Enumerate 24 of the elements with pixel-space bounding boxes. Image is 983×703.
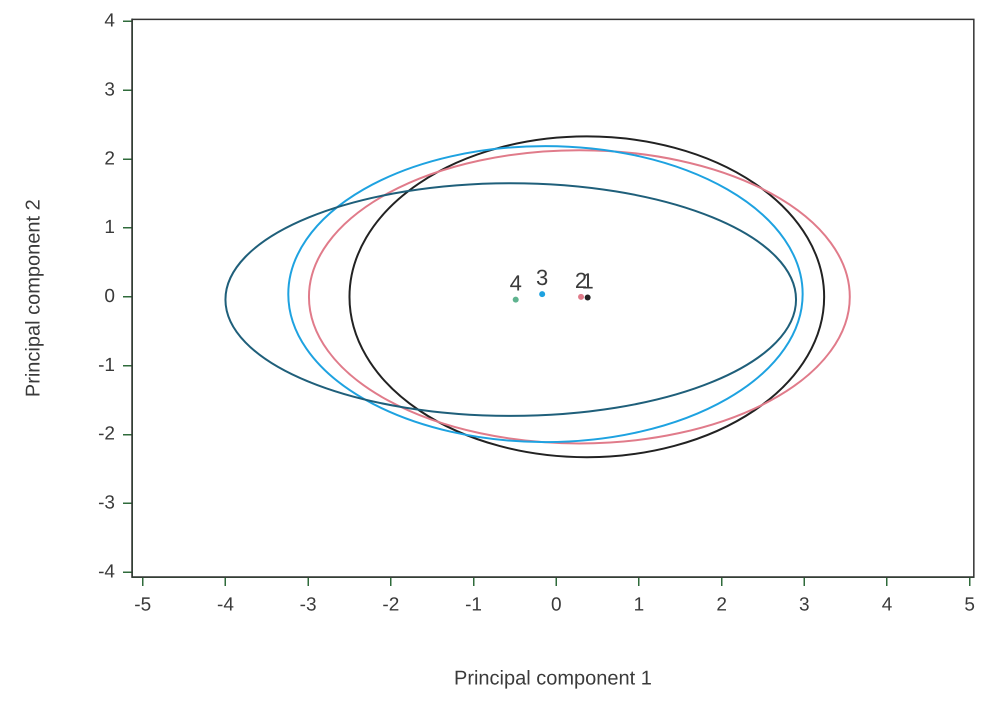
x-tick-label: 5 <box>964 594 975 616</box>
x-tick-label: 3 <box>799 594 810 616</box>
y-tick-label: -1 <box>98 354 115 376</box>
annotation: 3 <box>536 265 548 290</box>
y-tick-label: 2 <box>104 148 115 170</box>
x-tick-label: -3 <box>300 594 317 616</box>
y-axis-title: Principal component 2 <box>22 199 45 398</box>
y-tick-label: 4 <box>104 10 116 32</box>
x-tick-label: -4 <box>216 594 234 616</box>
x-tick-label: -1 <box>465 594 482 616</box>
x-tick-label: 4 <box>882 594 893 616</box>
y-tick-label: 3 <box>104 80 115 101</box>
x-tick-label: 2 <box>716 594 727 616</box>
y-tick-label: -2 <box>98 424 115 445</box>
y-tick-label: -3 <box>98 492 115 514</box>
x-tick-label: -5 <box>134 594 152 616</box>
y-tick-label: -4 <box>98 561 116 582</box>
x-tick-label: 0 <box>550 594 562 616</box>
y-tick-label: 0 <box>104 286 115 308</box>
x-axis-title: Principal component 1 <box>454 668 652 690</box>
x-tick-label: -2 <box>382 594 400 616</box>
y-tick-label: 1 <box>104 217 115 238</box>
annotation: 4 <box>510 270 522 296</box>
x-tick-label: 1 <box>634 594 644 616</box>
